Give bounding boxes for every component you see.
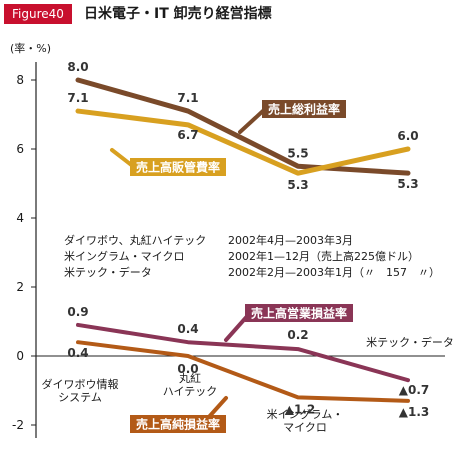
note-period: 2002年4月—2003年3月 bbox=[228, 233, 353, 247]
series-net: 0.4 0.0 ▲1.2 ▲1.3 bbox=[67, 340, 430, 419]
series-callout: 売上高純損益率 bbox=[130, 396, 228, 433]
y-axis-label: (率・%) bbox=[10, 41, 51, 55]
y-tick-label: -2 bbox=[12, 418, 24, 432]
callout-label: 売上高純損益率 bbox=[136, 417, 220, 432]
data-label: 7.1 bbox=[67, 91, 88, 105]
note-company: 米テック・データ bbox=[64, 265, 152, 279]
callout-leader bbox=[238, 108, 266, 134]
data-label: 0.4 bbox=[67, 346, 88, 360]
data-label: 6.0 bbox=[397, 129, 418, 143]
series-operating: 0.9 0.4 0.2 ▲0.7 bbox=[67, 305, 429, 397]
callout-box bbox=[262, 100, 346, 118]
series-line-net bbox=[76, 340, 410, 403]
category-label: ダイワボウ情報システム bbox=[42, 377, 119, 404]
data-label: 6.7 bbox=[177, 128, 198, 142]
series-callout: 売上総利益率 bbox=[238, 100, 346, 134]
data-label: ▲0.7 bbox=[399, 383, 430, 397]
y-tick-label: 8 bbox=[16, 73, 24, 87]
callout-label: 売上高販管費率 bbox=[136, 160, 220, 175]
y-tick-label: 2 bbox=[16, 280, 24, 294]
data-label: 0.9 bbox=[67, 305, 88, 319]
series-callout: 売上高営業損益率 bbox=[224, 304, 353, 342]
figure-title: 日米電子・IT 卸売り経営指標 bbox=[84, 6, 272, 22]
callout-box bbox=[130, 158, 226, 176]
series-line-sga bbox=[75, 108, 411, 176]
callout-label: 売上総利益率 bbox=[268, 102, 340, 117]
series-gross-margin: 8.0 7.1 5.5 5.3 bbox=[67, 60, 418, 191]
y-tick-label: 0 bbox=[16, 349, 24, 363]
series-callout: 売上高販管費率 bbox=[110, 148, 226, 176]
category-label: 米イングラム・マイクロ bbox=[267, 407, 344, 434]
data-label: 0.4 bbox=[177, 322, 198, 336]
data-label: 5.3 bbox=[287, 178, 308, 192]
y-tick-label: 4 bbox=[16, 211, 24, 225]
callout-box bbox=[130, 415, 226, 433]
data-label: 5.3 bbox=[397, 177, 418, 191]
note-period: 2002年2月—2003年1月（〃 157 〃） bbox=[228, 265, 440, 279]
data-label: 8.0 bbox=[67, 60, 88, 74]
data-label: ▲1.2 bbox=[285, 402, 316, 416]
note-company: ダイワボウ、丸紅ハイテック bbox=[64, 233, 206, 247]
data-label: 0.2 bbox=[287, 328, 308, 342]
series-line-gross-margin bbox=[75, 77, 411, 176]
figure-badge: Figure40 bbox=[4, 4, 72, 24]
y-tick-label: 6 bbox=[16, 142, 24, 156]
category-label: 丸紅ハイテック bbox=[163, 372, 218, 398]
callout-box bbox=[245, 304, 353, 322]
data-label: 5.5 bbox=[287, 146, 308, 160]
data-label: 0.0 bbox=[177, 362, 198, 376]
callout-label: 売上高営業損益率 bbox=[251, 306, 347, 321]
data-label: ▲1.3 bbox=[399, 405, 430, 419]
series-sga: 7.1 6.7 5.3 6.0 bbox=[67, 91, 418, 192]
note-company: 米イングラム・マイクロ bbox=[64, 249, 184, 263]
note-period: 2002年1—12月（売上高225億ドル） bbox=[228, 249, 419, 263]
callout-leader bbox=[206, 396, 228, 420]
data-label: 7.1 bbox=[177, 91, 198, 105]
category-label: 米テック・データ bbox=[366, 335, 454, 349]
series-line-operating bbox=[76, 322, 410, 383]
